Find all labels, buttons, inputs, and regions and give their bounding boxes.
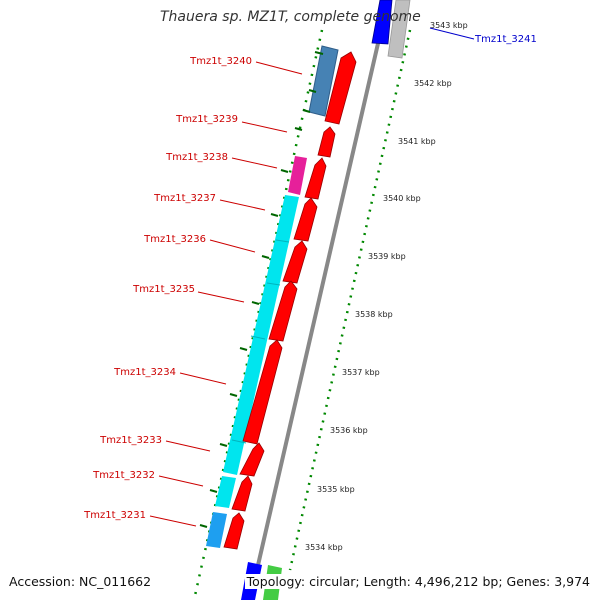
cog-bar-3240 — [308, 45, 339, 117]
gene-label: Tmz1t_3240 — [189, 56, 252, 67]
cds-track — [223, 51, 357, 550]
cog-divider — [231, 439, 247, 444]
kbp-scale: 3543 kbp 3542 kbp 3541 kbp 3540 kbp 3539… — [305, 21, 468, 552]
gene-leaders — [149, 61, 303, 527]
cds-arrow-3236 — [282, 240, 308, 284]
cog-bar-3231 — [206, 512, 227, 548]
gene-label: Tmz1t_3238 — [165, 152, 228, 163]
tick-label: 3534 kbp — [305, 543, 343, 552]
cds-arrow-3240 — [324, 51, 357, 125]
cds-arrow-3232 — [231, 475, 253, 512]
gene-label: Tmz1t_3239 — [175, 114, 238, 125]
genome-backbone — [248, 0, 390, 601]
cds-arrow-3237 — [293, 197, 318, 242]
cds-arrow-3234 — [242, 339, 283, 445]
cds-arrow-3231 — [223, 512, 245, 550]
tick-label: 3536 kbp — [330, 426, 368, 435]
inner-tick-marks — [199, 51, 324, 528]
gene-label: Tmz1t_3241 — [474, 34, 537, 45]
genome-summary-text: Topology: circular; Length: 4,496,212 bp… — [244, 574, 590, 589]
accession-text: Accession: NC_011662 — [9, 574, 152, 589]
cog-bar-3237-3233 — [223, 195, 299, 475]
gene-label: Tmz1t_3234 — [113, 367, 176, 378]
cog-bar-3241 — [387, 0, 411, 59]
cog-bar-3238 — [288, 156, 307, 195]
tick-label: 3535 kbp — [317, 485, 355, 494]
gene-label: Tmz1t_3233 — [99, 435, 162, 446]
gene-labels: Tmz1t_3241 Tmz1t_3240 Tmz1t_3239 Tmz1t_3… — [83, 34, 537, 521]
tick-label: 3537 kbp — [342, 368, 380, 377]
cog-divider — [266, 282, 281, 286]
cds-arrow-3239 — [317, 126, 336, 158]
tick-label: 3538 kbp — [355, 310, 393, 319]
tick-label: 3539 kbp — [368, 252, 406, 261]
cds-arrow-3235 — [268, 280, 298, 342]
tick-label: 3542 kbp — [414, 79, 452, 88]
tick-label: 3541 kbp — [398, 137, 436, 146]
cds-arrow-3233 — [239, 442, 265, 477]
cog-divider — [275, 239, 290, 243]
cds-arrow-3238 — [304, 157, 327, 200]
gene-label: Tmz1t_3236 — [143, 234, 206, 245]
cog-track — [206, 45, 339, 600]
tick-label: 3543 kbp — [430, 21, 468, 30]
cog-bar-3232 — [215, 476, 236, 508]
gene-label: Tmz1t_3232 — [92, 470, 155, 481]
cds-arrow-3241 — [371, 0, 393, 45]
gene-label: Tmz1t_3237 — [153, 193, 216, 204]
gene-label: Tmz1t_3231 — [83, 510, 146, 521]
map-title: Thauera sp. MZ1T, complete genome — [160, 9, 421, 25]
tick-label: 3540 kbp — [383, 194, 421, 203]
gene-leader-3241 — [429, 27, 475, 40]
gene-label: Tmz1t_3235 — [132, 284, 195, 295]
cog-divider — [250, 335, 266, 340]
